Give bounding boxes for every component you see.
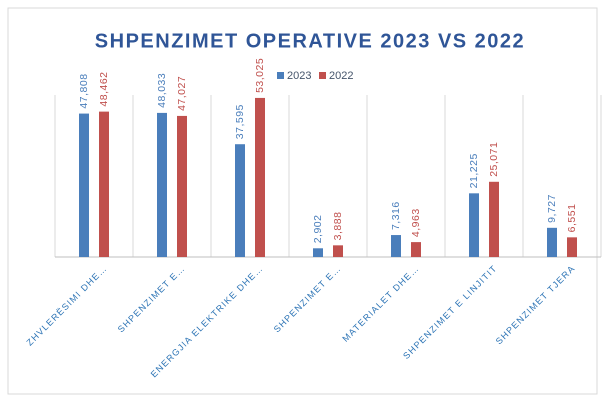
- bar: [99, 111, 109, 257]
- value-label: 47,027: [176, 76, 188, 111]
- legend-label: 2023: [287, 70, 311, 82]
- bar: [547, 227, 557, 257]
- bar: [255, 97, 265, 257]
- bar: [567, 237, 577, 257]
- bar: [313, 248, 323, 257]
- bar: [469, 193, 479, 257]
- value-label: 6,551: [566, 204, 578, 233]
- bar: [157, 112, 167, 257]
- legend-swatch: [277, 72, 284, 79]
- legend-swatch: [319, 72, 326, 79]
- value-label: 47,808: [78, 73, 90, 108]
- value-label: 3,888: [332, 212, 344, 241]
- value-label: 48,462: [98, 71, 110, 106]
- bar: [235, 144, 245, 257]
- bar: [411, 242, 421, 257]
- bar: [333, 245, 343, 257]
- value-label: 9,727: [546, 194, 558, 223]
- value-label: 48,033: [156, 73, 168, 108]
- bar: [177, 115, 187, 257]
- value-label: 53,025: [254, 58, 266, 93]
- value-label: 4,963: [410, 208, 422, 237]
- legend-label: 2022: [329, 70, 353, 82]
- chart-title: SHPENZIMET OPERATIVE 2023 VS 2022: [95, 30, 525, 52]
- value-label: 37,595: [234, 104, 246, 139]
- bar: [489, 181, 499, 257]
- bar: [79, 113, 89, 258]
- value-label: 21,225: [468, 153, 480, 188]
- value-label: 7,316: [390, 201, 402, 230]
- bar: [391, 235, 401, 257]
- value-label: 25,071: [488, 142, 500, 177]
- value-label: 2,902: [312, 215, 324, 244]
